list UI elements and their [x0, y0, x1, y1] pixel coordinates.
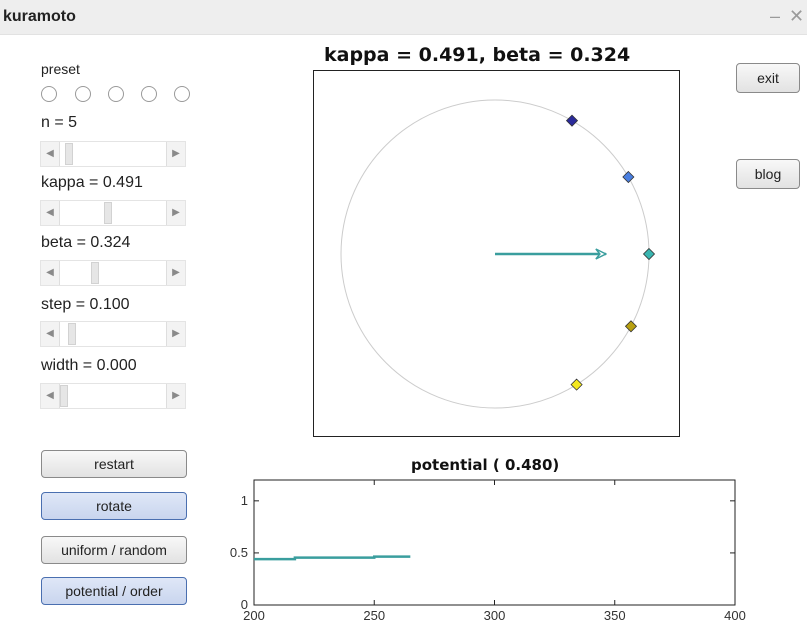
potential-chart: 200 250 300 350 400 0 0.5 1 [230, 479, 746, 623]
restart-button[interactable]: restart [41, 450, 187, 478]
circle-plot-title: kappa = 0.491, beta = 0.324 [324, 44, 631, 66]
x-tick-label: 200 [243, 608, 265, 623]
potential-order-button[interactable]: potential / order [41, 577, 187, 605]
preset-radio-4[interactable] [141, 86, 157, 102]
chevron-right-icon[interactable]: ▶ [166, 201, 185, 225]
chevron-left-icon[interactable]: ◀ [41, 201, 60, 225]
x-tick-label: 250 [363, 608, 385, 623]
chevron-right-icon[interactable]: ▶ [166, 261, 185, 285]
chevron-left-icon[interactable]: ◀ [41, 261, 60, 285]
x-tick-label: 350 [604, 608, 626, 623]
preset-radio-3[interactable] [108, 86, 124, 102]
y-tick-label: 0 [241, 597, 248, 612]
chevron-left-icon[interactable]: ◀ [41, 322, 60, 346]
oscillator-marker [624, 320, 638, 333]
width-slider[interactable]: ◀ ▶ [40, 383, 186, 409]
preset-label: preset [41, 61, 80, 77]
y-tick-label: 0.5 [230, 545, 248, 560]
slider-thumb[interactable] [91, 262, 100, 284]
slider-thumb[interactable] [64, 143, 73, 165]
beta-slider[interactable]: ◀ ▶ [40, 260, 186, 286]
step-slider[interactable]: ◀ ▶ [40, 321, 186, 347]
chart-frame [253, 479, 736, 606]
x-tick-label: 300 [484, 608, 506, 623]
chevron-left-icon[interactable]: ◀ [41, 384, 60, 408]
slider-thumb[interactable] [104, 202, 113, 224]
chevron-right-icon[interactable]: ▶ [166, 142, 185, 166]
kappa-label: kappa = 0.491 [41, 174, 143, 191]
preset-radio-2[interactable] [75, 86, 91, 102]
potential-chart-title: potential ( 0.480) [411, 456, 560, 474]
n-slider[interactable]: ◀ ▶ [40, 141, 186, 167]
exit-button[interactable]: exit [736, 63, 800, 93]
n-label: n = 5 [41, 114, 78, 131]
preset-radio-1[interactable] [41, 86, 57, 102]
oscillator-marker [642, 247, 656, 261]
chevron-right-icon[interactable]: ▶ [166, 322, 185, 346]
step-label: step = 0.100 [41, 296, 130, 313]
window-title: kuramoto [3, 8, 76, 25]
uniform-random-button[interactable]: uniform / random [41, 536, 187, 564]
width-label: width = 0.000 [41, 357, 137, 374]
potential-series-line [254, 555, 411, 561]
window-controls: – ✕ [770, 6, 806, 27]
phase-circle-plot [313, 70, 680, 437]
beta-label: beta = 0.324 [41, 234, 131, 251]
slider-thumb[interactable] [60, 385, 68, 407]
minimize-icon[interactable]: – [770, 6, 783, 26]
title-bar: kuramoto – ✕ [0, 0, 807, 35]
oscillator-marker [565, 114, 579, 127]
blog-button[interactable]: blog [736, 159, 800, 189]
chevron-right-icon[interactable]: ▶ [166, 384, 185, 408]
x-tick-label: 400 [724, 608, 746, 623]
chevron-left-icon[interactable]: ◀ [41, 142, 60, 166]
rotate-button[interactable]: rotate [41, 492, 187, 520]
y-tick-label: 1 [241, 493, 248, 508]
preset-radio-5[interactable] [174, 86, 190, 102]
close-icon[interactable]: ✕ [789, 6, 807, 26]
kappa-slider[interactable]: ◀ ▶ [40, 200, 186, 226]
slider-thumb[interactable] [67, 323, 76, 345]
oscillator-marker [622, 170, 635, 184]
oscillator-marker [570, 378, 583, 391]
